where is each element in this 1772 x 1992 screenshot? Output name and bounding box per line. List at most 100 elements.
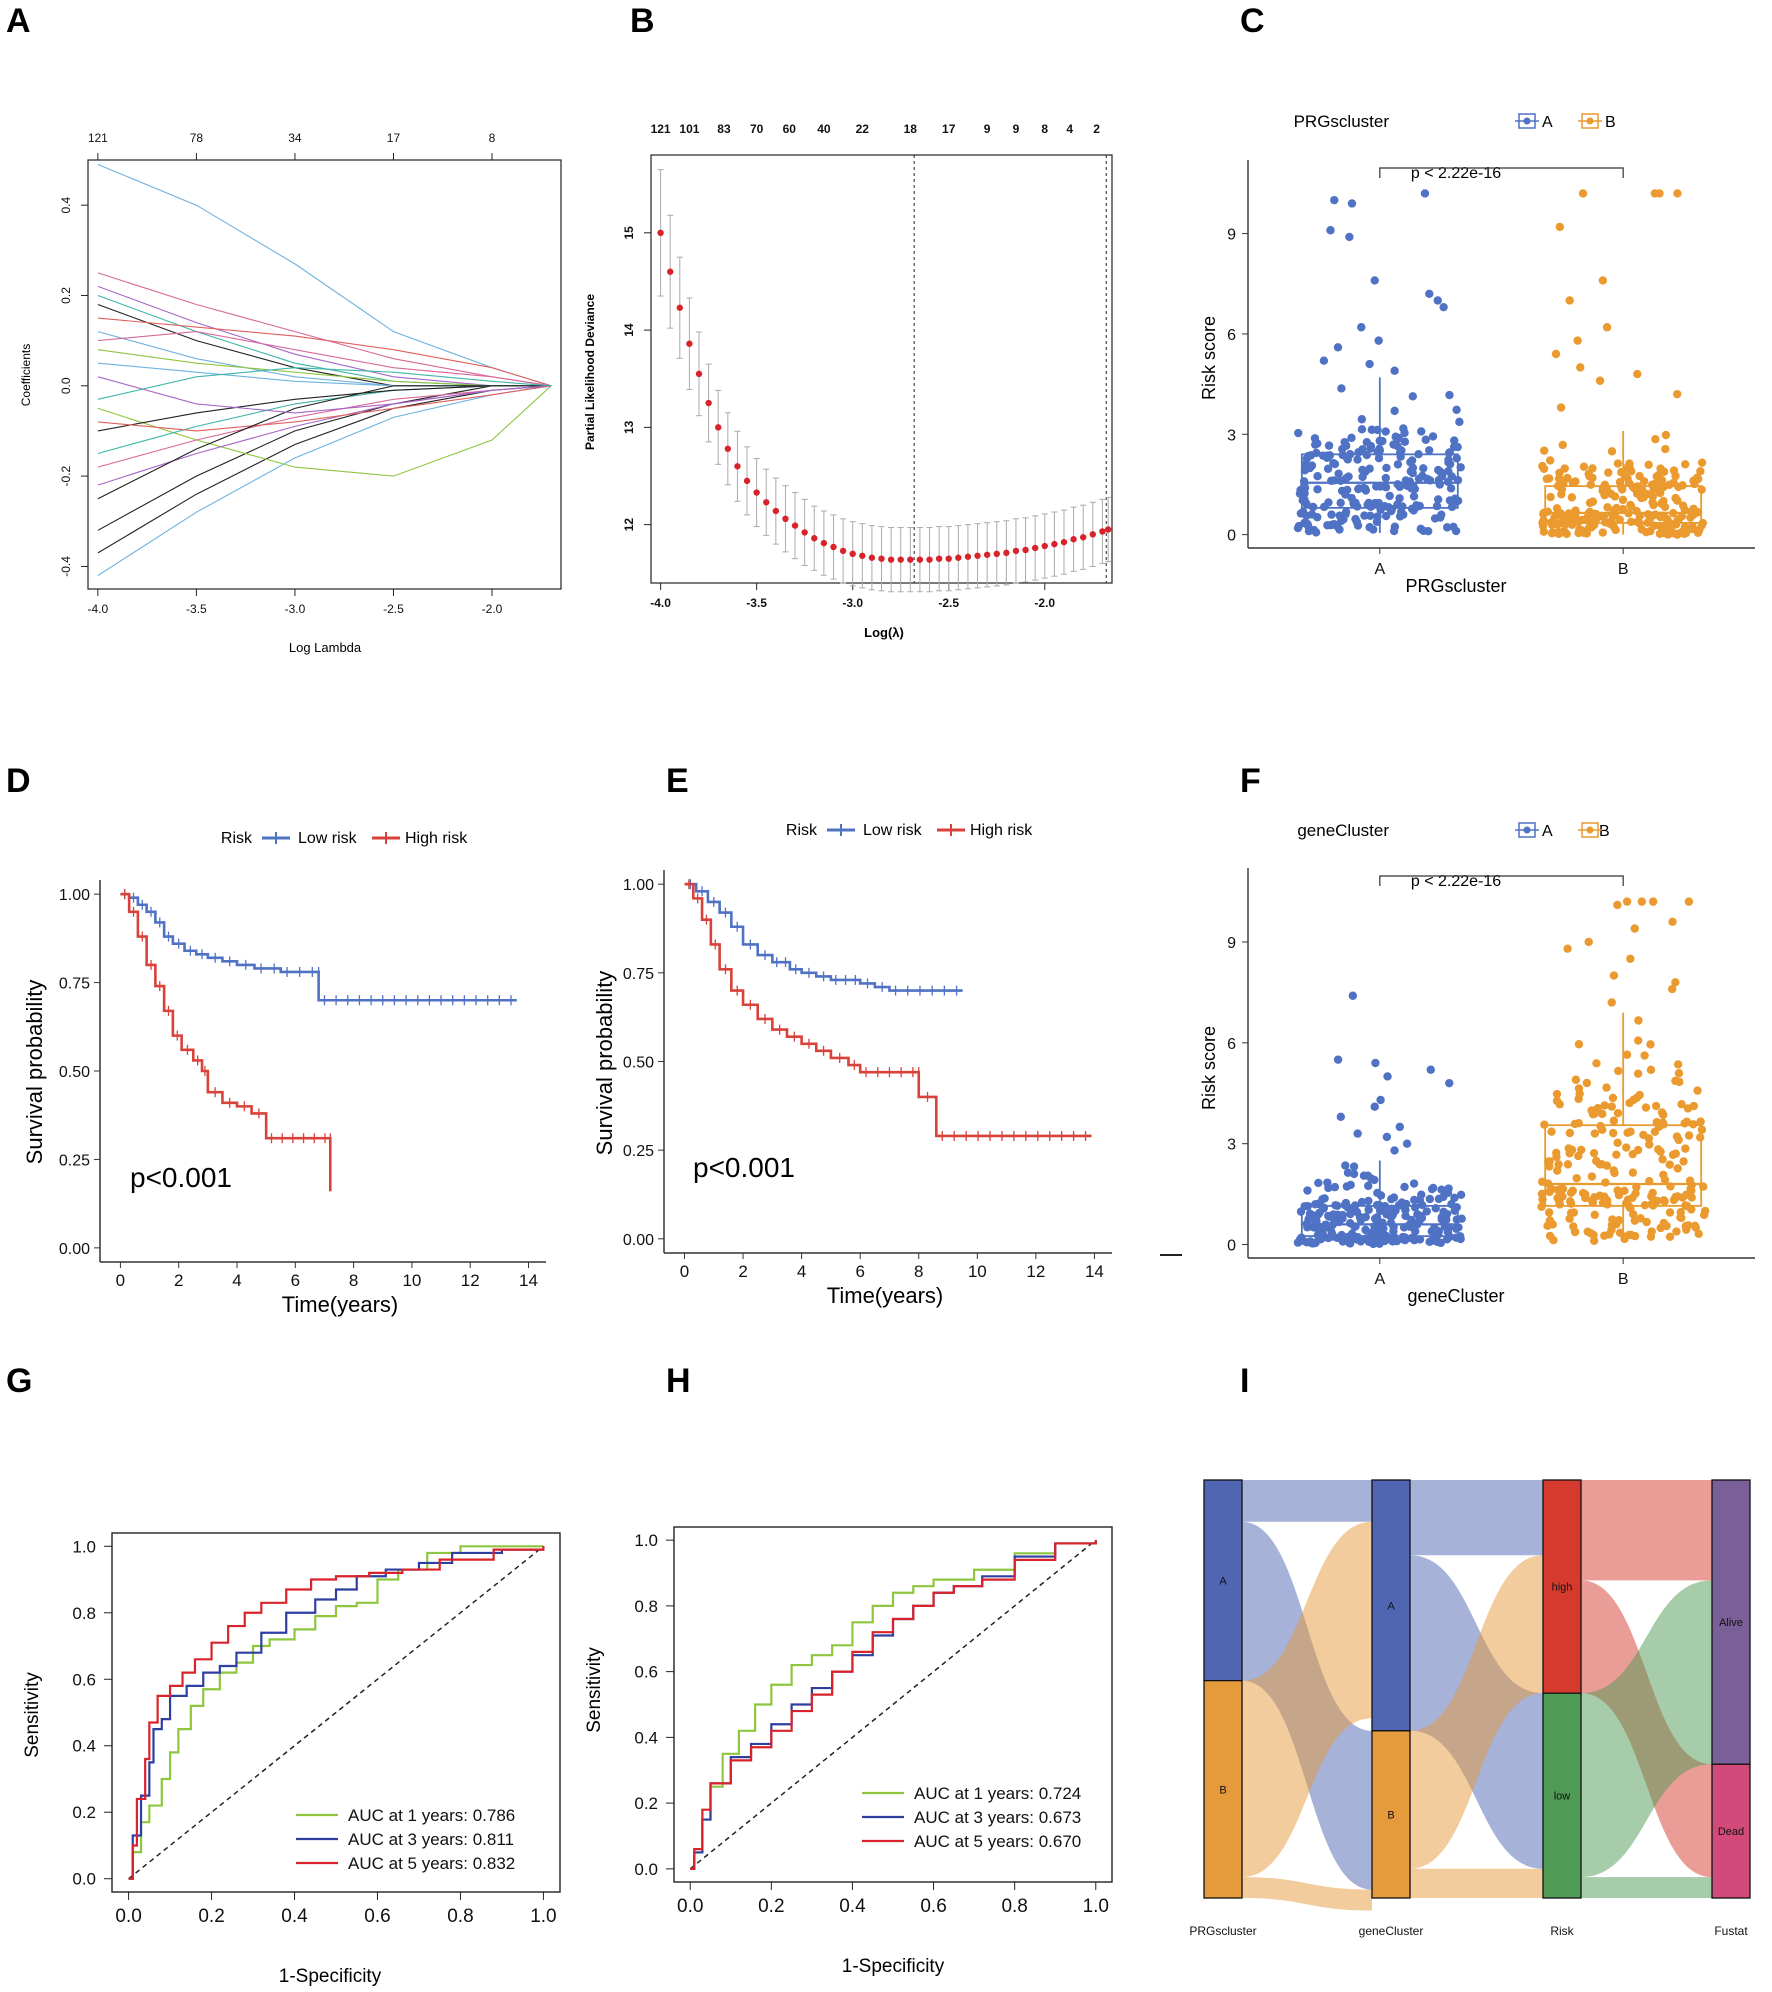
box-jitter-point [1325, 1212, 1334, 1221]
box-jitter-point [1607, 447, 1617, 456]
box-jitter-point [1419, 526, 1428, 536]
panel-a-xtick-label: -3.0 [285, 602, 306, 616]
box-jitter-point [1439, 302, 1448, 312]
box-jitter-point [1609, 1166, 1618, 1175]
box-jitter-point [1396, 507, 1406, 517]
alluvial-flow [1581, 1580, 1712, 1878]
box-jitter-point [1347, 433, 1356, 443]
box-jitter-point [1588, 464, 1597, 473]
box-jitter-point [1376, 1095, 1385, 1105]
box-jitter-point [1414, 474, 1424, 483]
box-jitter-point [1604, 468, 1613, 477]
panel-c-legend-a: A [1542, 114, 1553, 131]
box-jitter-point [1681, 1144, 1690, 1153]
box-jitter-point [1391, 1206, 1400, 1215]
panel-d-xlabel: Time(years) [282, 1292, 399, 1317]
box-jitter-point [1607, 998, 1616, 1007]
panel-a-coef-path [97, 385, 552, 432]
box-jitter-point [1394, 433, 1404, 443]
alluvial-axis-label: Risk [1550, 1924, 1574, 1938]
alluvial-flow [1581, 1877, 1712, 1898]
box-jitter-point [1352, 517, 1362, 527]
box-jitter-point [1445, 1078, 1454, 1088]
panel-b-point [772, 507, 780, 515]
box-jitter-point [1395, 494, 1404, 503]
panel-a-coef-path [97, 303, 552, 387]
panel-e-legend-low: Low risk [863, 822, 923, 839]
box-jitter-point [1637, 897, 1647, 906]
panel-b-ytick-label: 14 [622, 323, 636, 337]
box-jitter-point [1417, 1200, 1427, 1210]
box-signif-bracket [1379, 875, 1624, 886]
roc-ytick-label: 0.4 [72, 1737, 96, 1756]
box-jitter-point [1665, 1208, 1675, 1217]
roc-ytick-label: 1.0 [634, 1531, 658, 1550]
panel-a-ylabel: Coefficients [19, 344, 33, 406]
box-jitter-point [1311, 440, 1320, 449]
panel-b-point [667, 268, 674, 275]
box-legend-key-dot [1523, 826, 1531, 834]
panel-f-legend-a: A [1542, 823, 1553, 840]
box-ytick-label: 6 [1227, 1036, 1236, 1053]
panel-b-point [657, 229, 664, 237]
roc-xtick-label: 0.2 [758, 1896, 784, 1917]
box-jitter-point [1622, 1143, 1631, 1152]
box-jitter-point [1587, 1172, 1597, 1181]
roc-xtick-label: 0.2 [198, 1906, 224, 1927]
box-jitter-point [1563, 944, 1572, 953]
roc-curve [690, 1540, 1097, 1870]
box-jitter-point [1452, 1215, 1462, 1224]
box-jitter-point [1568, 1186, 1577, 1195]
box-xtick-label: B [1618, 1271, 1629, 1288]
box-jitter-point [1673, 1060, 1683, 1069]
box-jitter-point [1402, 1139, 1412, 1148]
box-jitter-point [1581, 1193, 1590, 1203]
panel-f-ylabel: Risk score [1199, 1026, 1219, 1110]
panel-b-ytick-label: 12 [622, 518, 636, 532]
box-jitter-point [1364, 1205, 1373, 1214]
box-jitter-point [1327, 520, 1336, 530]
box-jitter-point [1307, 1210, 1317, 1220]
panel-b-toptick-label: 9 [984, 122, 991, 136]
box-jitter-point [1547, 1127, 1556, 1136]
box-jitter-point [1563, 1160, 1573, 1169]
alluvial-stratum [1371, 1479, 1411, 1732]
alluvial-flow [1410, 1555, 1543, 1869]
box-jitter-point [1582, 1078, 1592, 1088]
box-jitter-point [1336, 498, 1345, 508]
box-ytick-label: 9 [1227, 227, 1236, 244]
box-jitter-point [1684, 1131, 1694, 1140]
box-jitter-point [1600, 490, 1609, 500]
panel-b-toptick-label: 70 [750, 122, 764, 136]
box-jitter-point [1590, 1129, 1600, 1138]
box-jitter-point [1300, 483, 1310, 493]
box-jitter-point [1636, 1214, 1645, 1223]
box-jitter-point [1425, 1194, 1435, 1204]
panel-b-point [695, 370, 703, 378]
panel-b-point [763, 499, 770, 506]
panel-a-toptick-label: 78 [190, 131, 204, 145]
box-jitter-point [1626, 1230, 1636, 1240]
box-jitter-point [1409, 1179, 1419, 1188]
roc-legend-label: AUC at 5 years: 0.832 [348, 1854, 515, 1873]
panel-a-coef-path [97, 317, 552, 387]
roc-ytick-label: 0.2 [72, 1803, 96, 1822]
box-jitter-point [1633, 369, 1642, 379]
box-jitter-point [1343, 1203, 1353, 1212]
box-jitter-point [1450, 1193, 1459, 1203]
box-jitter-point [1353, 1129, 1362, 1138]
box-jitter-point [1436, 1238, 1445, 1248]
box-jitter-point [1334, 469, 1343, 478]
km-xtick-label: 0 [680, 1262, 689, 1281]
km-ytick-label: 0.25 [59, 1152, 90, 1169]
roc-ytick-label: 0.6 [72, 1670, 96, 1689]
box-jitter-point [1352, 1207, 1362, 1217]
box-jitter-point [1548, 520, 1557, 530]
box-jitter-point [1383, 1235, 1392, 1244]
box-jitter-point [1602, 1083, 1611, 1092]
box-jitter-point [1552, 1089, 1562, 1099]
box-jitter-point [1586, 1229, 1596, 1238]
box-jitter-point [1382, 1132, 1392, 1142]
panel-b-point [1031, 544, 1039, 552]
panel-b-xtick-label: -3.5 [746, 596, 767, 610]
